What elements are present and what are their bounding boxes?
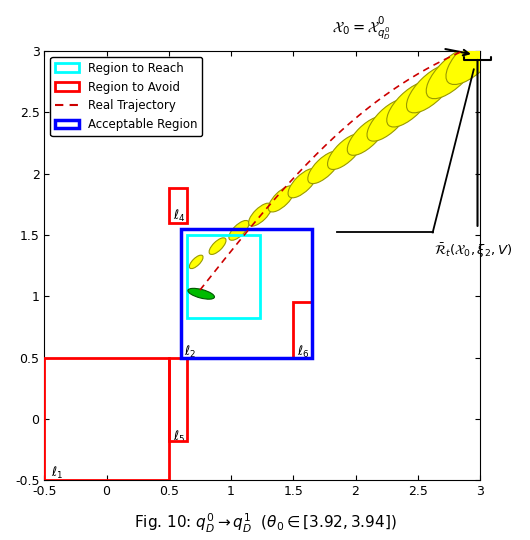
Ellipse shape [387, 82, 432, 127]
Ellipse shape [209, 238, 226, 254]
Ellipse shape [347, 117, 387, 156]
Ellipse shape [268, 186, 295, 212]
Bar [169, 188, 188, 222]
Ellipse shape [407, 64, 456, 113]
Ellipse shape [188, 288, 215, 299]
Ellipse shape [426, 47, 479, 99]
Ellipse shape [308, 151, 341, 184]
Text: $\ell_1$: $\ell_1$ [50, 464, 63, 481]
Text: $\ell_5$: $\ell_5$ [173, 429, 185, 445]
Ellipse shape [249, 203, 272, 226]
Bar [188, 235, 260, 318]
Ellipse shape [189, 255, 203, 268]
Bar [45, 357, 169, 480]
Bar [181, 229, 312, 357]
Legend: Region to Reach, Region to Avoid, Real Trajectory, Acceptable Region: Region to Reach, Region to Avoid, Real T… [50, 57, 202, 136]
Ellipse shape [446, 30, 501, 85]
Ellipse shape [328, 134, 364, 170]
Text: $\ell_6$: $\ell_6$ [297, 345, 310, 360]
Ellipse shape [367, 99, 410, 141]
Text: $\bar{\mathcal{R}}_t(\mathcal{X}_0, \xi_2, V)$: $\bar{\mathcal{R}}_t(\mathcal{X}_0, \xi_… [434, 241, 513, 260]
Bar [169, 357, 188, 441]
Text: $\mathcal{X}_0 = \mathcal{X}^0_{q_D^0}$: $\mathcal{X}_0 = \mathcal{X}^0_{q_D^0}$ [332, 15, 391, 43]
Bar [293, 302, 312, 357]
Text: $\ell_2$: $\ell_2$ [184, 345, 196, 360]
Text: $\ell_4$: $\ell_4$ [173, 208, 185, 224]
Text: Fig. 10: $q_D^0 \rightarrow q_D^1$  $(\theta_0 \in [3.92, 3.94])$: Fig. 10: $q_D^0 \rightarrow q_D^1$ $(\th… [134, 511, 396, 535]
Ellipse shape [288, 168, 318, 198]
Ellipse shape [229, 220, 249, 240]
